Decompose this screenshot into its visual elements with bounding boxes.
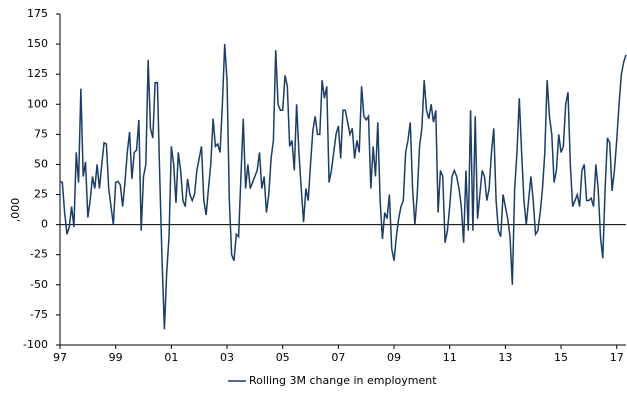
x-tick-label: 97 [53,351,67,364]
x-tick-label: 15 [554,351,568,364]
x-tick-label: 03 [220,351,234,364]
y-tick-label: -25 [30,248,48,261]
x-tick-label: 09 [387,351,401,364]
y-tick-label: 100 [27,97,48,110]
data-line [59,44,627,330]
y-tick-label: -50 [30,278,48,291]
y-tick-label: 150 [27,37,48,50]
y-axis-label: ,000 [9,198,22,223]
y-tick-label: -100 [23,338,48,351]
y-tick-label: -75 [30,308,48,321]
legend-label: Rolling 3M change in employment [249,374,437,387]
y-tick-label: 50 [34,157,48,170]
x-tick-label: 13 [498,351,512,364]
y-tick-label: 25 [34,188,48,201]
x-tick-label: 05 [276,351,290,364]
y-tick-label: 175 [27,7,48,20]
y-tick-label: 125 [27,67,48,80]
x-tick-label: 01 [164,351,178,364]
x-tick-label: 17 [610,351,624,364]
y-tick-label: 0 [41,218,48,231]
x-tick-label: 11 [443,351,457,364]
x-tick-label: 07 [331,351,345,364]
y-tick-label: 75 [34,127,48,140]
x-tick-label: 99 [109,351,123,364]
